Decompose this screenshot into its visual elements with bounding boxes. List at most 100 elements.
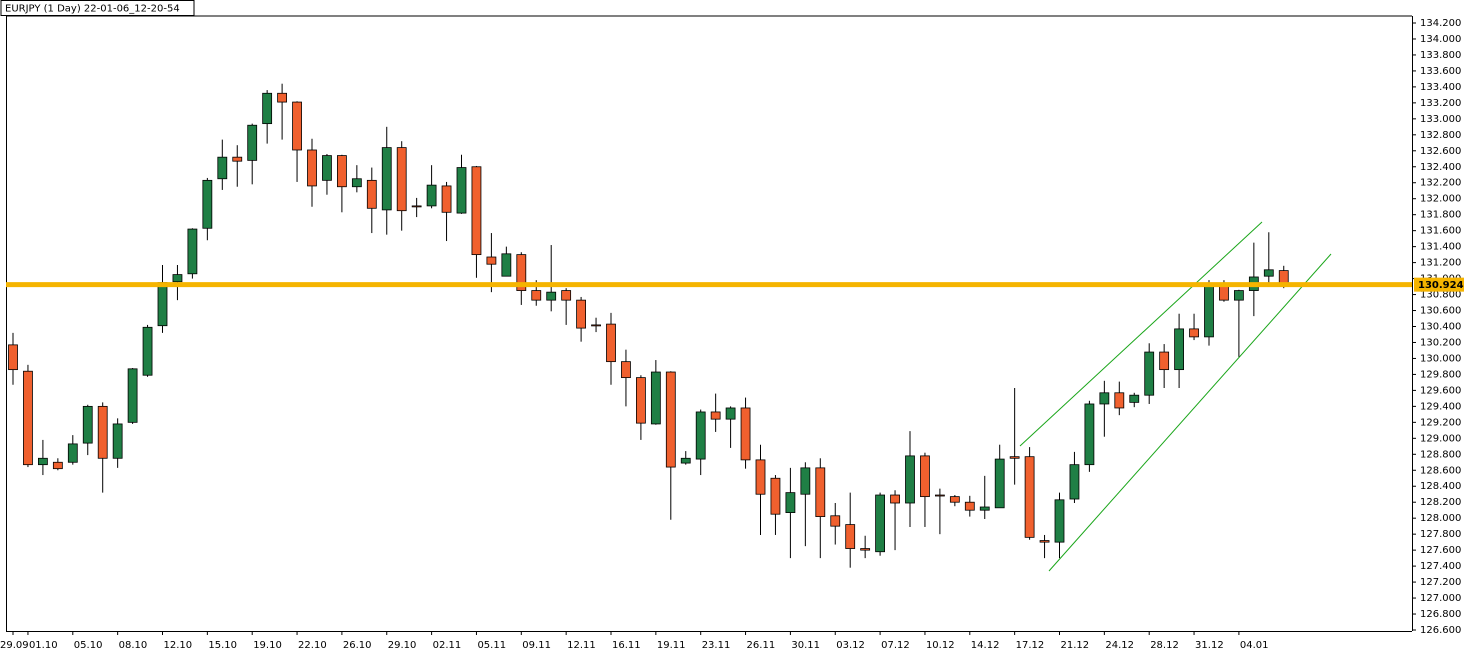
candle-up (905, 455, 915, 504)
candle-up (1144, 351, 1155, 396)
y-tick-label: 127.800 (1420, 529, 1461, 540)
candle-up (1174, 328, 1184, 371)
candle-down (277, 92, 288, 103)
candle-down (23, 370, 33, 466)
candle-up (680, 457, 691, 464)
candle-up (127, 368, 138, 423)
y-tick-label: 132.000 (1420, 194, 1461, 205)
candle-down (606, 323, 616, 363)
candle-down (486, 256, 497, 265)
candle-down (770, 477, 781, 515)
x-tick-label: 10.12 (926, 640, 955, 651)
y-tick-label: 129.800 (1420, 369, 1461, 380)
candle-down (336, 155, 347, 188)
y-tick-label: 132.600 (1420, 146, 1461, 157)
x-tick-label: 05.11 (477, 640, 506, 651)
y-tick-label: 130.800 (1420, 290, 1461, 301)
y-tick-label: 129.000 (1420, 433, 1461, 444)
y-tick-label: 130.400 (1420, 322, 1461, 333)
candle-up (426, 184, 437, 207)
y-tick-label: 129.200 (1420, 417, 1461, 428)
candle-up (157, 282, 168, 327)
x-tick-label: 16.11 (612, 640, 641, 651)
y-tick-label: 128.000 (1420, 513, 1461, 524)
candle-down (815, 467, 826, 517)
candle-down (1024, 456, 1035, 538)
candle-up (172, 274, 183, 283)
y-tick-label: 132.400 (1420, 162, 1461, 173)
candle-up (67, 443, 78, 463)
y-tick-label: 128.600 (1420, 465, 1461, 476)
price-label: 130.924 (1418, 280, 1464, 291)
y-tick-label: 131.600 (1420, 226, 1461, 237)
candle-up (546, 291, 557, 301)
candle-up (1069, 464, 1080, 500)
candle-up (800, 467, 811, 495)
candle-up (142, 326, 153, 376)
candle-down (52, 461, 63, 470)
candle-up (112, 423, 123, 459)
y-tick-label: 127.000 (1420, 593, 1461, 604)
x-tick-label: 31.12 (1195, 640, 1224, 651)
candle-up (1099, 392, 1110, 405)
x-tick-label: 19.10 (253, 640, 282, 651)
y-tick-label: 127.200 (1420, 577, 1461, 588)
candle-down (97, 405, 108, 459)
candle-up (322, 155, 332, 181)
y-tick-label: 133.600 (1420, 66, 1461, 77)
x-tick-label: 04.01 (1240, 640, 1269, 651)
candle-down (1189, 328, 1199, 338)
candle-up (38, 457, 48, 466)
x-tick-label: 23.11 (702, 640, 731, 651)
candle-down (307, 149, 317, 187)
x-tick-label: 29.09 (0, 640, 29, 651)
candle-down (1039, 540, 1050, 543)
y-tick-label: 129.400 (1420, 401, 1461, 412)
candle-up (351, 178, 362, 188)
y-tick-label: 127.400 (1420, 561, 1461, 572)
y-tick-label: 133.800 (1420, 50, 1461, 61)
candle-down (920, 455, 930, 498)
candle-up (262, 92, 273, 125)
candle-up (82, 405, 93, 444)
candle-up (785, 492, 796, 513)
candle-down (890, 494, 900, 504)
candle-down (845, 524, 856, 549)
channel-line (1019, 221, 1263, 447)
candle-down (935, 494, 945, 497)
candle-up (1129, 394, 1140, 403)
x-tick-label: 15.10 (208, 640, 237, 651)
candle-up (1234, 290, 1244, 301)
candle-up (187, 228, 198, 275)
candle-down (576, 299, 586, 329)
y-tick-label: 126.800 (1420, 609, 1461, 620)
candle-down (531, 290, 542, 301)
x-tick-label: 24.12 (1105, 640, 1134, 651)
candle-down (636, 377, 646, 424)
y-tick-label: 126.600 (1420, 625, 1461, 636)
x-tick-label: 14.12 (971, 640, 1000, 651)
x-tick-label: 28.12 (1150, 640, 1179, 651)
candle-down (665, 371, 676, 468)
y-tick-label: 134.000 (1420, 34, 1461, 45)
x-tick-label: 26.10 (343, 640, 372, 651)
candle-up (650, 371, 661, 425)
x-tick-label: 12.10 (164, 640, 193, 651)
x-tick-label: 19.11 (657, 640, 686, 651)
candle-up (695, 411, 706, 460)
candle-up (1263, 269, 1274, 277)
candle-down (949, 496, 960, 503)
candle-down (441, 185, 452, 213)
candle-up (1084, 403, 1095, 466)
x-tick-label: 02.11 (433, 640, 462, 651)
title-box (0, 0, 195, 16)
candle-up (501, 253, 512, 277)
x-tick-label: 12.11 (567, 640, 596, 651)
y-tick-label: 131.800 (1420, 210, 1461, 221)
candle-down (710, 411, 721, 420)
candle-down (411, 205, 422, 208)
x-tick-label: 07.12 (881, 640, 910, 651)
candle-down (830, 515, 841, 527)
candle-down (516, 254, 527, 291)
